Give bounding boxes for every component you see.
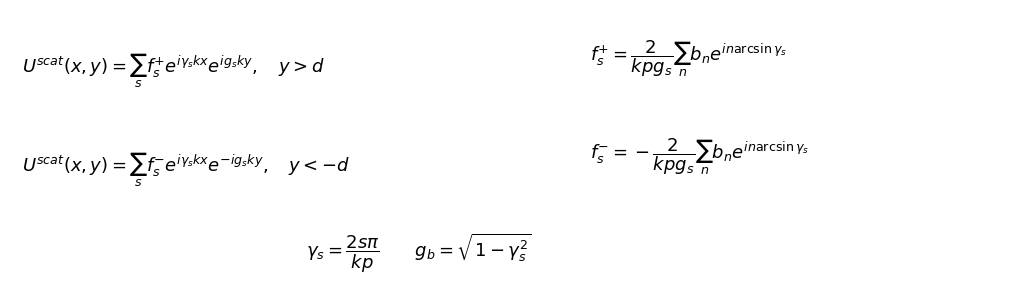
Text: $f_s^{+} = \dfrac{2}{kpg_s} \sum_n b_n e^{in \arcsin \gamma_s}$: $f_s^{+} = \dfrac{2}{kpg_s} \sum_n b_n e… [590, 38, 786, 79]
Text: $U^{scat}(x,y) = \sum_s f_s^{+} e^{i\gamma_s kx} e^{ig_s ky}, \quad y > d$: $U^{scat}(x,y) = \sum_s f_s^{+} e^{i\gam… [21, 52, 324, 90]
Text: $U^{scat}(x,y) = \sum_s f_s^{-} e^{i\gamma_s kx} e^{-ig_s ky}, \quad y < -d$: $U^{scat}(x,y) = \sum_s f_s^{-} e^{i\gam… [21, 150, 350, 189]
Text: $\gamma_s = \dfrac{2s\pi}{kp} \qquad g_b = \sqrt{1 - \gamma_s^2}$: $\gamma_s = \dfrac{2s\pi}{kp} \qquad g_b… [306, 232, 532, 275]
Text: $f_s^{-} = -\dfrac{2}{kpg_s} \sum_n b_n e^{in \arcsin \gamma_s}$: $f_s^{-} = -\dfrac{2}{kpg_s} \sum_n b_n … [590, 136, 809, 177]
